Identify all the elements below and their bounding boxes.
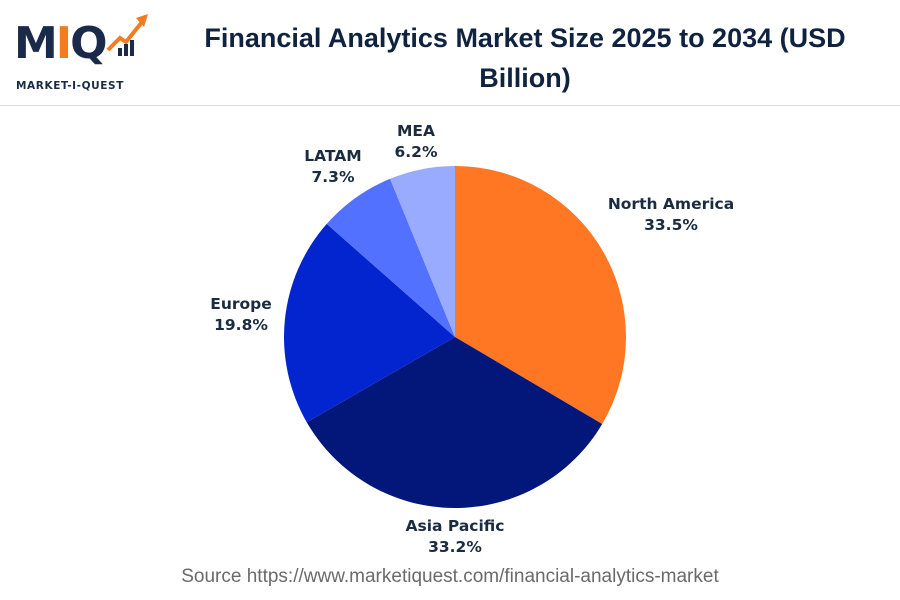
pie-slice-asia-pacific xyxy=(306,337,603,509)
label-latam: LATAM 7.3% xyxy=(304,147,362,186)
chart-title: Financial Analytics Market Size 2025 to … xyxy=(204,23,846,93)
logo-subtitle: MARKET-I-QUEST xyxy=(16,80,124,92)
label-north-america: North America 33.5% xyxy=(607,195,735,234)
label-mea: MEA 6.2% xyxy=(394,122,438,161)
source-citation: Source https://www.marketiquest.com/fina… xyxy=(181,566,719,587)
growth-arrow-icon xyxy=(106,14,148,56)
label-europe: Europe 19.8% xyxy=(210,295,272,334)
pie-slice-north-america xyxy=(455,166,627,425)
brand-logo: MIQ MARKET-I-QUEST xyxy=(14,12,148,92)
logo-wordmark: MIQ xyxy=(14,18,108,69)
pie-slice-mea xyxy=(390,166,455,337)
header-divider xyxy=(0,105,900,106)
pie-slice-latam xyxy=(326,178,455,337)
label-asia-pacific: Asia Pacific 33.2% xyxy=(405,517,505,556)
pie-slice-europe xyxy=(283,223,455,423)
